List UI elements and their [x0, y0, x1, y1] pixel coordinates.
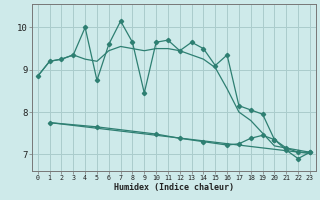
X-axis label: Humidex (Indice chaleur): Humidex (Indice chaleur)	[114, 183, 234, 192]
